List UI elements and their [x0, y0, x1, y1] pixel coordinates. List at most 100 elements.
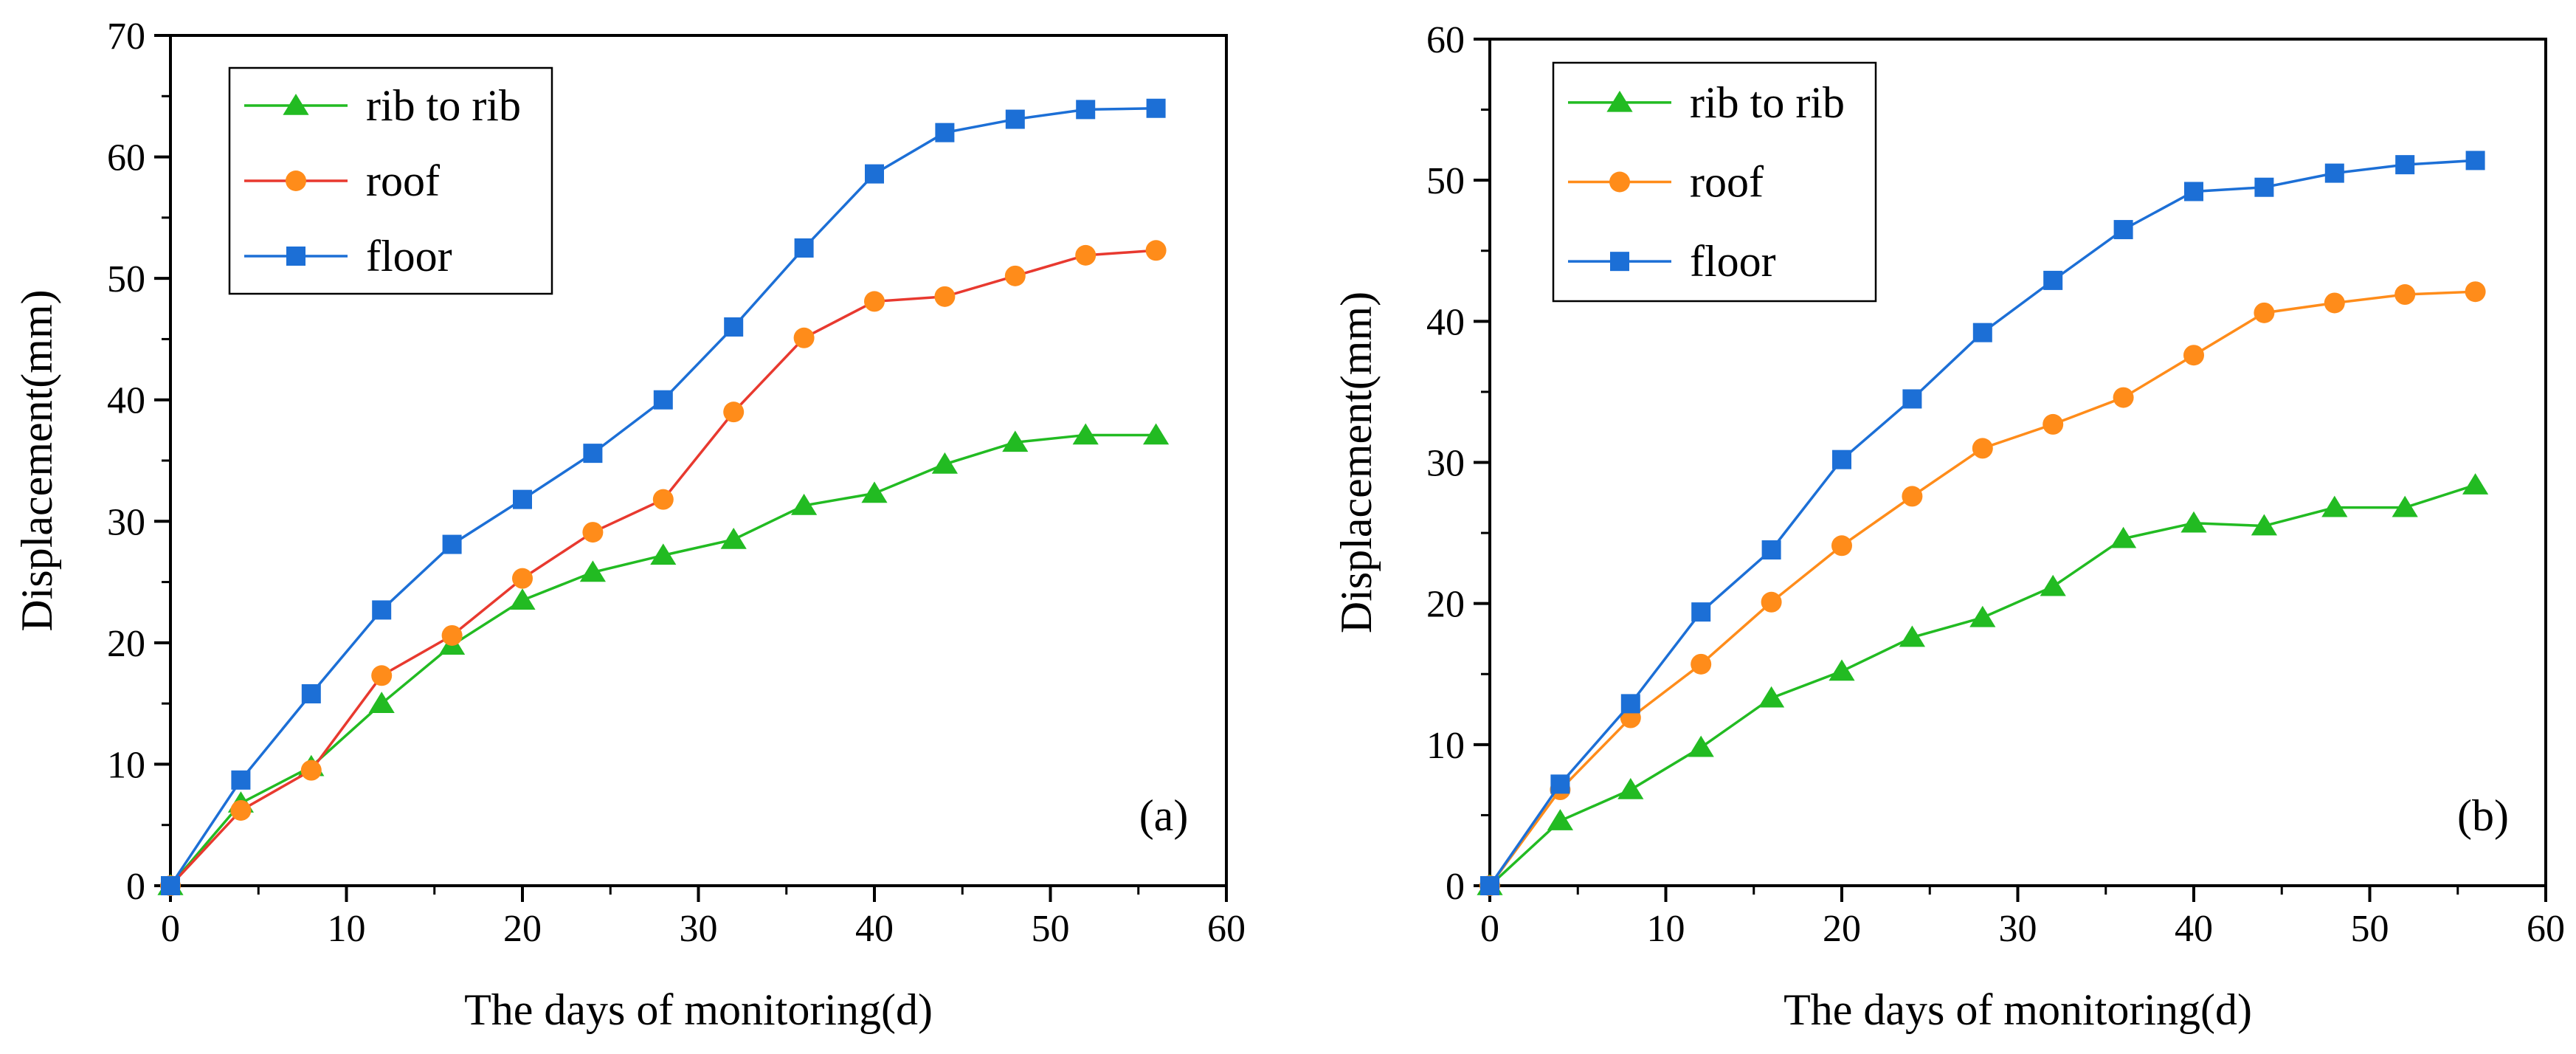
- legend-marker-floor: [286, 247, 305, 266]
- data-point-roof: [2465, 281, 2486, 303]
- data-point-floor: [865, 164, 884, 184]
- data-point-floor: [1972, 323, 1992, 342]
- y-tick-label: 40: [107, 380, 145, 422]
- panel-label: (b): [2457, 791, 2509, 840]
- x-tick-label: 10: [1647, 908, 1685, 950]
- data-point-floor: [1832, 450, 1851, 469]
- legend-marker-roof: [1609, 171, 1630, 193]
- data-point-rib-to-rib: [579, 560, 606, 582]
- data-point-roof: [1902, 486, 1923, 507]
- y-tick-label: 60: [1426, 19, 1465, 61]
- data-point-roof: [230, 799, 252, 821]
- data-point-roof: [2043, 413, 2064, 435]
- data-point-roof: [1761, 591, 1782, 613]
- data-point-floor: [583, 444, 603, 464]
- legend-label-roof: roof: [366, 156, 440, 205]
- x-tick-label: 30: [680, 908, 718, 950]
- data-point-roof: [723, 402, 745, 423]
- data-point-rib-to-rib: [1688, 735, 1714, 757]
- data-point-floor: [161, 876, 180, 895]
- y-tick-label: 20: [1426, 584, 1465, 626]
- y-tick-label: 50: [107, 258, 145, 300]
- data-point-floor: [1480, 876, 1499, 895]
- data-point-floor: [2254, 177, 2274, 197]
- legend-marker-rib-to-rib: [1606, 90, 1633, 112]
- legend-marker-rib-to-rib: [283, 94, 309, 115]
- data-point-roof: [441, 624, 463, 646]
- y-tick-label: 10: [107, 744, 145, 786]
- data-point-rib-to-rib: [2110, 526, 2137, 548]
- data-point-floor: [1691, 602, 1711, 622]
- y-tick-label: 20: [107, 623, 145, 665]
- data-point-floor: [1550, 774, 1570, 794]
- y-axis-title: Displacement(mm): [13, 289, 61, 631]
- data-point-roof: [1691, 653, 1712, 675]
- data-point-rib-to-rib: [1617, 778, 1644, 799]
- series-line-roof: [169, 249, 1156, 887]
- data-point-floor: [1005, 109, 1025, 129]
- data-point-rib-to-rib: [1899, 625, 1925, 647]
- data-point-roof: [371, 665, 393, 686]
- y-tick-label: 50: [1426, 160, 1465, 202]
- data-point-floor: [513, 489, 532, 509]
- legend: rib to rib roof floor: [228, 66, 553, 295]
- legend-label-rib-to-rib: rib to rib: [366, 81, 521, 130]
- data-point-rib-to-rib: [509, 588, 536, 610]
- y-tick-label: 70: [107, 16, 145, 58]
- data-point-floor: [1761, 540, 1781, 560]
- data-point-roof: [1004, 265, 1026, 286]
- y-tick-label: 10: [1426, 725, 1465, 767]
- data-point-roof: [512, 568, 533, 589]
- data-point-floor: [301, 683, 321, 703]
- y-tick-label: 0: [126, 866, 145, 908]
- data-point-rib-to-rib: [1002, 430, 1029, 452]
- data-point-roof: [1075, 244, 1097, 266]
- data-point-roof: [2324, 292, 2345, 314]
- data-point-roof: [2254, 302, 2275, 323]
- data-point-floor: [1076, 100, 1096, 120]
- y-axis-title: Displacement(mm): [1332, 292, 1381, 633]
- panel-label: (a): [1139, 791, 1189, 840]
- data-point-roof: [1972, 438, 1993, 459]
- data-point-roof: [2183, 345, 2204, 366]
- x-tick-label: 0: [161, 908, 180, 950]
- x-tick-label: 60: [2527, 908, 2565, 950]
- x-tick-label: 20: [503, 908, 542, 950]
- data-point-rib-to-rib: [931, 452, 958, 474]
- data-point-roof: [2113, 387, 2134, 408]
- legend-label-rib-to-rib: rib to rib: [1690, 78, 1845, 127]
- legend-marker-floor: [1610, 252, 1629, 272]
- data-point-floor: [794, 238, 814, 258]
- data-point-rib-to-rib: [368, 692, 395, 713]
- data-point-roof: [934, 286, 956, 307]
- data-point-roof: [1831, 535, 1852, 557]
- data-point-rib-to-rib: [861, 481, 888, 503]
- data-point-floor: [372, 600, 392, 620]
- x-tick-label: 60: [1207, 908, 1246, 950]
- x-axis-title: The days of monitoring(d): [464, 985, 933, 1034]
- data-point-roof: [2394, 284, 2416, 306]
- y-tick-label: 0: [1446, 866, 1465, 908]
- x-tick-label: 10: [328, 908, 366, 950]
- x-tick-label: 0: [1480, 908, 1499, 950]
- data-point-rib-to-rib: [1829, 659, 1855, 681]
- legend: rib to rib roof floor: [1552, 61, 1877, 303]
- legend-label-floor: floor: [366, 232, 452, 280]
- data-point-floor: [2184, 182, 2203, 202]
- data-point-floor: [2395, 155, 2415, 175]
- data-point-rib-to-rib: [791, 493, 818, 515]
- chart-panel-b: 0 10 20 30 40 50 60 0 10 20 30 40 50 60 The days of mo…: [1332, 19, 2565, 1034]
- y-tick-label: 30: [107, 501, 145, 543]
- data-point-rib-to-rib: [2321, 495, 2348, 517]
- data-point-rib-to-rib: [1758, 686, 1785, 708]
- data-point-rib-to-rib: [1143, 423, 1170, 445]
- data-point-rib-to-rib: [2392, 495, 2418, 517]
- data-point-roof: [1145, 240, 1167, 261]
- data-point-floor: [2113, 220, 2133, 240]
- data-point-rib-to-rib: [2251, 514, 2277, 536]
- legend-label-roof: roof: [1690, 158, 1764, 207]
- data-point-floor: [2043, 270, 2063, 290]
- x-tick-label: 20: [1823, 908, 1861, 950]
- data-point-rib-to-rib: [720, 527, 747, 549]
